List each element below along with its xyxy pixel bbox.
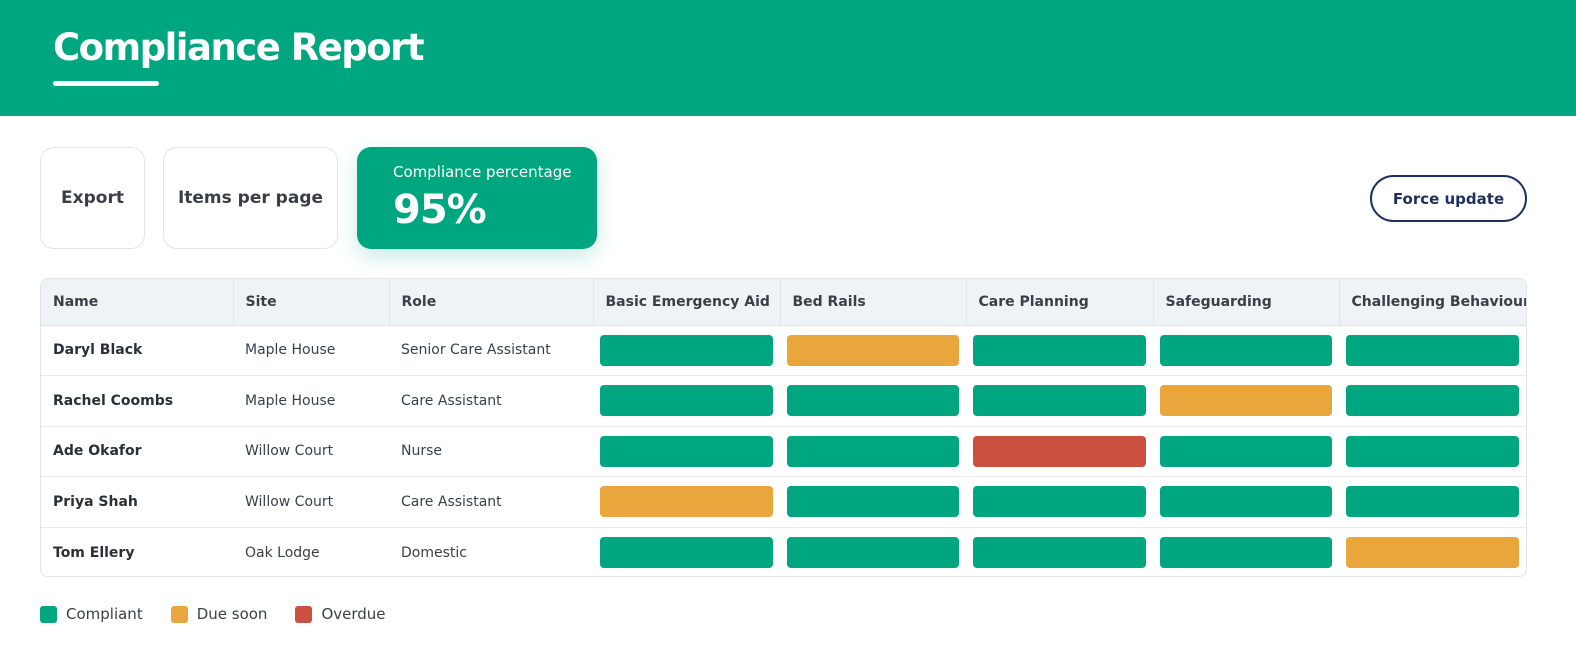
title-underline xyxy=(53,81,159,86)
table-row: Rachel Coombs Maple House Care Assistant xyxy=(41,375,1526,426)
status-cell xyxy=(1339,476,1526,527)
status-bar-compliant[interactable] xyxy=(600,385,773,417)
site-cell: Willow Court xyxy=(233,476,389,527)
export-button[interactable]: Export xyxy=(40,147,145,249)
column-header[interactable]: Role xyxy=(389,279,594,326)
column-header[interactable]: Safeguarding xyxy=(1153,279,1340,326)
status-cell xyxy=(1153,526,1339,576)
status-cell xyxy=(1339,375,1526,426)
status-bar-compliant[interactable] xyxy=(973,537,1146,568)
status-bar-compliant[interactable] xyxy=(787,385,959,417)
legend-swatch xyxy=(295,605,313,623)
status-bar-due-soon[interactable] xyxy=(1160,385,1332,417)
status-cell xyxy=(780,526,966,576)
status-bar-compliant[interactable] xyxy=(973,334,1146,366)
column-header[interactable]: Care Planning xyxy=(966,279,1154,326)
status-cell xyxy=(593,526,780,576)
compliance-percentage-card: Compliance percentage 95% xyxy=(357,147,597,249)
column-header[interactable]: Challenging Behaviour xyxy=(1339,279,1526,326)
status-bar-compliant[interactable] xyxy=(1346,385,1519,417)
status-cell xyxy=(780,375,966,426)
legend-item-overdue: Overdue xyxy=(295,605,386,623)
status-cell xyxy=(593,325,780,376)
staff-name: Tom Ellery xyxy=(41,526,233,576)
status-bar-compliant[interactable] xyxy=(1346,334,1519,366)
site-cell: Maple House xyxy=(233,375,389,426)
status-cell xyxy=(966,425,1153,477)
legend-swatch xyxy=(170,605,188,623)
status-cell xyxy=(593,425,780,477)
staff-name: Rachel Coombs xyxy=(41,375,233,426)
status-cell xyxy=(1153,325,1339,376)
status-cell xyxy=(593,476,780,527)
staff-name: Ade Okafor xyxy=(41,425,233,477)
status-bar-compliant[interactable] xyxy=(1160,435,1332,467)
status-bar-compliant[interactable] xyxy=(1160,486,1332,518)
status-bar-compliant[interactable] xyxy=(973,385,1146,417)
site-cell: Willow Court xyxy=(233,425,389,477)
status-cell xyxy=(1339,526,1526,576)
status-bar-compliant[interactable] xyxy=(600,435,773,467)
column-header[interactable]: Site xyxy=(233,279,390,326)
status-bar-compliant[interactable] xyxy=(600,537,773,568)
legend-label: Due soon xyxy=(196,605,268,623)
status-bar-compliant[interactable] xyxy=(1160,334,1332,366)
status-bar-due-soon[interactable] xyxy=(1346,537,1519,568)
status-cell xyxy=(966,526,1153,576)
site-cell: Oak Lodge xyxy=(233,526,389,576)
compliance-percentage-label: Compliance percentage xyxy=(393,163,572,181)
status-bar-overdue[interactable] xyxy=(973,435,1146,467)
page-header: Compliance Report xyxy=(0,0,1576,116)
status-bar-due-soon[interactable] xyxy=(787,334,959,366)
status-bar-compliant[interactable] xyxy=(787,486,959,518)
role-cell: Nurse xyxy=(389,425,593,477)
table-row: Tom Ellery Oak Lodge Domestic xyxy=(41,526,1526,576)
status-bar-compliant[interactable] xyxy=(1346,486,1519,518)
site-cell: Maple House xyxy=(245,342,336,359)
status-legend: Compliant Due soon Overdue xyxy=(40,603,414,625)
compliance-percentage-value: 95% xyxy=(393,187,487,233)
legend-item-compliant: Compliant xyxy=(40,605,143,623)
status-bar-compliant[interactable] xyxy=(600,334,773,366)
legend-swatch xyxy=(40,605,57,623)
column-header[interactable]: Name xyxy=(41,279,234,326)
status-bar-compliant[interactable] xyxy=(787,537,959,568)
staff-name: Priya Shah xyxy=(41,476,233,527)
status-cell xyxy=(966,325,1153,376)
status-cell xyxy=(1153,476,1339,527)
role-cell: Senior Care Assistant xyxy=(401,342,551,359)
items-per-page-button[interactable]: Items per page xyxy=(163,147,338,249)
force-update-button[interactable]: Force update xyxy=(1370,175,1527,222)
status-bar-due-soon[interactable] xyxy=(600,486,773,518)
status-bar-compliant[interactable] xyxy=(1346,435,1519,467)
status-cell xyxy=(1153,425,1339,477)
status-cell xyxy=(966,476,1153,527)
status-cell xyxy=(1153,375,1339,426)
table-row: Ade Okafor Willow Court Nurse xyxy=(41,425,1526,477)
role-cell: Care Assistant xyxy=(389,375,593,426)
compliance-table: Name Site Role Basic Emergency Aid Bed Rails… xyxy=(40,278,1527,577)
table-row: Priya Shah Willow Court Care Assistant xyxy=(41,476,1526,527)
status-cell xyxy=(593,375,780,426)
legend-label: Compliant xyxy=(66,605,143,623)
table-header-row: Name Site Role Basic Emergency Aid Bed Rails… xyxy=(41,279,1526,326)
status-cell xyxy=(1339,425,1526,477)
status-cell xyxy=(966,375,1153,426)
status-bar-compliant[interactable] xyxy=(973,486,1146,518)
column-header[interactable]: Bed Rails xyxy=(780,279,967,326)
status-bar-compliant[interactable] xyxy=(1160,537,1332,568)
legend-label: Overdue xyxy=(321,605,386,623)
table-row: Daryl Black Maple House Senior Care Assist… xyxy=(41,325,1526,376)
role-cell: Domestic xyxy=(389,526,593,576)
status-cell xyxy=(780,476,966,527)
role-cell: Care Assistant xyxy=(389,476,593,527)
staff-name: Daryl Black xyxy=(53,342,143,359)
status-cell xyxy=(1339,325,1526,376)
status-cell xyxy=(780,425,966,477)
legend-item-due-soon: Due soon xyxy=(170,605,268,623)
page-title: Compliance Report xyxy=(53,26,425,69)
status-bar-compliant[interactable] xyxy=(787,435,959,467)
column-header[interactable]: Basic Emergency Aid xyxy=(593,279,781,326)
status-cell xyxy=(780,325,966,376)
